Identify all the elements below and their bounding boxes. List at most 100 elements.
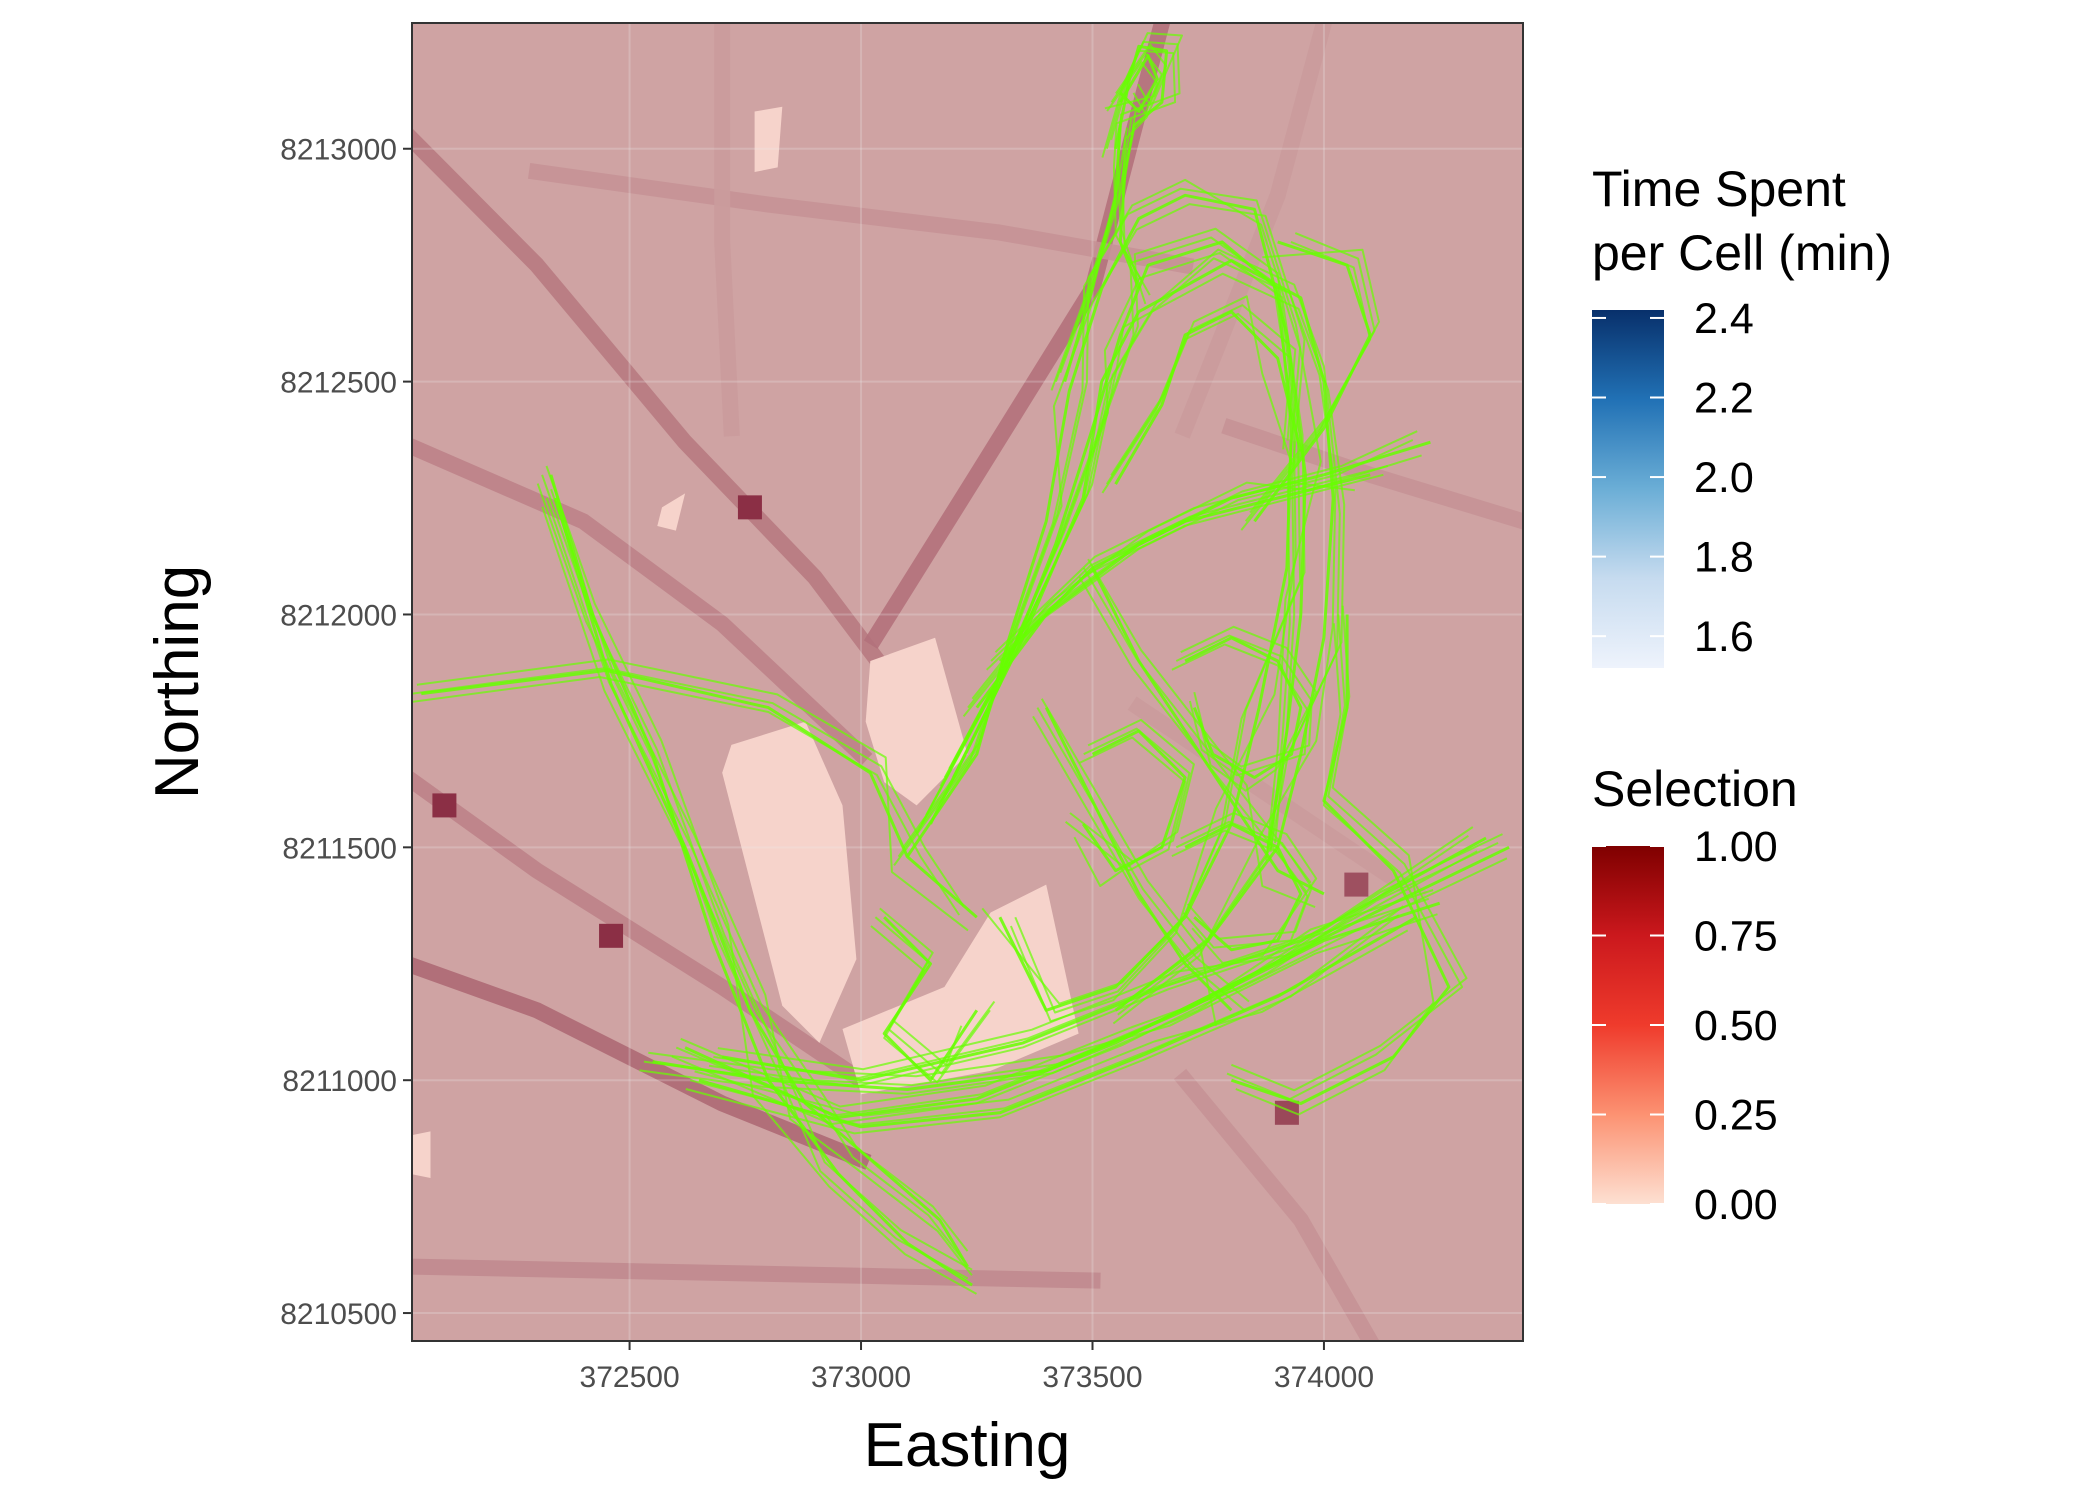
movement-track bbox=[879, 907, 963, 1066]
movement-tracks bbox=[412, 32, 1510, 1295]
selection-patch bbox=[865, 637, 968, 806]
selection-line-feature bbox=[412, 128, 942, 743]
movement-track bbox=[902, 203, 1306, 849]
movement-track bbox=[994, 481, 1355, 653]
legend-tick-label: 0.25 bbox=[1694, 1092, 1778, 1140]
selection-hotspot bbox=[737, 495, 762, 520]
movement-track bbox=[1249, 248, 1380, 514]
x-axis-title: Easting bbox=[864, 1411, 1071, 1480]
legend-time-ticks: 2.4 2.2 2.0 1.8 1.6 bbox=[1592, 295, 1754, 661]
movement-track bbox=[920, 227, 1302, 1014]
movement-track bbox=[684, 845, 1510, 1119]
movement-track bbox=[1059, 109, 1137, 374]
movement-track bbox=[893, 187, 1322, 866]
movement-track bbox=[943, 248, 1341, 1016]
movement-track bbox=[1235, 605, 1435, 1116]
selection-line-feature bbox=[412, 956, 872, 1170]
movement-track bbox=[1069, 727, 1191, 863]
legend-tick-label: 0.00 bbox=[1694, 1181, 1778, 1229]
movement-track bbox=[708, 834, 1469, 1088]
x-tick-label: 373000 bbox=[811, 1361, 911, 1394]
movement-track bbox=[421, 668, 978, 919]
movement-track bbox=[939, 257, 1337, 1025]
y-tick-label: 8211000 bbox=[282, 1065, 397, 1098]
legend-tick-label: 1.6 bbox=[1694, 613, 1754, 661]
movement-track bbox=[412, 667, 965, 907]
selection-patch bbox=[657, 493, 686, 531]
y-tick-label: 8212000 bbox=[280, 599, 397, 632]
selection-hotspot bbox=[599, 923, 624, 948]
legend-tick-label: 0.75 bbox=[1694, 913, 1778, 961]
plot-border bbox=[411, 22, 1524, 1342]
movement-track bbox=[545, 497, 969, 1252]
movement-track bbox=[1175, 634, 1313, 768]
legend-tick-label: 1.00 bbox=[1694, 823, 1778, 871]
movement-track bbox=[986, 473, 1384, 671]
y-tick-label: 8212500 bbox=[280, 367, 397, 400]
movement-track bbox=[870, 925, 991, 1084]
movement-track bbox=[1050, 127, 1128, 391]
selection-line-feature bbox=[412, 1258, 1101, 1289]
movement-track bbox=[412, 676, 961, 916]
movement-track bbox=[1180, 812, 1318, 964]
movement-track bbox=[1101, 312, 1292, 494]
movement-track bbox=[1180, 625, 1318, 792]
x-axis: 372500 373000 373500 374000 bbox=[580, 1341, 1374, 1394]
movement-track bbox=[1175, 820, 1313, 940]
movement-track bbox=[906, 193, 1307, 858]
legend-tick-label: 0.50 bbox=[1694, 1002, 1778, 1050]
legend-tick-label: 2.4 bbox=[1694, 295, 1754, 343]
movement-track bbox=[545, 465, 977, 1295]
y-axis-title: Northing bbox=[143, 565, 212, 799]
movement-track bbox=[948, 272, 1346, 1007]
selection-patch bbox=[412, 1131, 431, 1178]
movement-track bbox=[874, 916, 996, 1075]
selection-line-feature bbox=[527, 162, 1195, 275]
selection-line-feature bbox=[412, 770, 873, 1092]
movement-track bbox=[689, 905, 1404, 1126]
movement-track bbox=[990, 465, 1389, 662]
movement-track bbox=[1064, 736, 1187, 872]
legend-time-title: per Cell (min) bbox=[1592, 225, 1892, 281]
movement-track bbox=[1171, 829, 1309, 949]
movement-track bbox=[1110, 32, 1183, 296]
movement-track bbox=[916, 236, 1297, 1023]
selection-hotspot bbox=[432, 793, 457, 818]
movement-track bbox=[717, 850, 1478, 1071]
movement-track bbox=[1184, 822, 1303, 952]
y-tick-label: 8211500 bbox=[282, 832, 397, 865]
movement-track bbox=[1105, 304, 1297, 485]
movement-track bbox=[1226, 623, 1464, 1101]
plot-panel bbox=[411, 22, 1524, 1342]
legend-tick-label: 1.8 bbox=[1694, 534, 1754, 582]
movement-track bbox=[1104, 43, 1168, 110]
legend-selection-ticks: 1.00 0.75 0.50 0.25 0.00 bbox=[1592, 823, 1778, 1229]
selection-line-feature bbox=[412, 438, 873, 766]
legend-time-title: Time Spent bbox=[1592, 161, 1846, 217]
y-tick-label: 8213000 bbox=[280, 134, 397, 167]
movement-track bbox=[1054, 118, 1133, 382]
legend-tick-label: 2.2 bbox=[1694, 375, 1754, 423]
legend-selection: Selection 1.00 0.75 0.50 0.25 0.00 bbox=[1592, 761, 1798, 1229]
selection-patch bbox=[722, 721, 857, 1043]
movement-track bbox=[1044, 706, 1233, 1012]
legend-tick-label: 2.0 bbox=[1694, 454, 1754, 502]
x-tick-label: 373500 bbox=[1042, 1361, 1142, 1394]
movement-track bbox=[680, 857, 1508, 1108]
legend-time-spent: Time Spent per Cell (min) 2.4 2.2 2.0 1.8 1.… bbox=[1592, 161, 1892, 668]
movement-track bbox=[1073, 718, 1195, 887]
movement-track bbox=[694, 929, 1409, 1117]
x-tick-label: 372500 bbox=[580, 1361, 680, 1394]
movement-track bbox=[1119, 54, 1159, 113]
y-axis: 8210500 8211000 8211500 8212000 8212500 82130… bbox=[280, 134, 412, 1331]
legend-time-colorbar bbox=[1592, 310, 1664, 668]
movement-track bbox=[1032, 715, 1246, 1012]
movement-track bbox=[416, 658, 969, 932]
movement-track bbox=[675, 833, 1503, 1117]
movement-track bbox=[1081, 729, 1187, 873]
movement-track bbox=[1040, 698, 1217, 1026]
movement-track bbox=[1231, 614, 1468, 1092]
movement-track bbox=[882, 916, 979, 1082]
movement-track bbox=[1036, 707, 1250, 1003]
